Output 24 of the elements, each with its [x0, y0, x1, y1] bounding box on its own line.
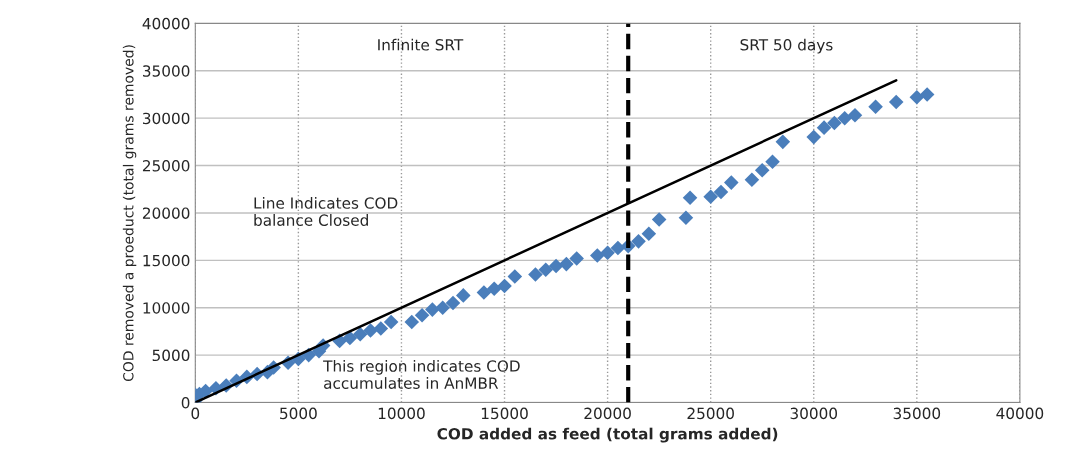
x-tick-label: 10000 [378, 407, 425, 420]
x-tick-label: 40000 [996, 407, 1044, 420]
x-tick-label: 5000 [280, 407, 317, 420]
annotation: Infinite SRT [378, 38, 464, 51]
y-tick-label: 10000 [143, 302, 190, 314]
y-tick-label: 20000 [142, 207, 190, 219]
y-tick-label: 30000 [143, 112, 190, 125]
annotation: Line Indicates COD balance Closed [254, 196, 398, 226]
x-tick-label: 15000 [481, 407, 528, 420]
x-tick-label: 35000 [893, 407, 941, 420]
x-axis-title: COD added as feed (total grams added) [437, 427, 778, 443]
x-tick-label: 20000 [584, 407, 631, 420]
y-tick-label: 25000 [142, 160, 190, 172]
y-tick-label: 40000 [142, 17, 190, 30]
y-axis-title: COD removed a proeduct (total grams removed) [122, 45, 137, 382]
annotation: SRT 50 days [740, 38, 833, 54]
y-tick-label: 5000 [152, 349, 190, 362]
x-tick-label: 0 [191, 407, 200, 420]
annotation: This region indicates COD accumulates in AnMBR [323, 360, 520, 389]
x-tick-label: 25000 [687, 407, 734, 420]
x-tick-label: 30000 [790, 407, 838, 420]
y-tick-label: 35000 [143, 65, 190, 77]
y-tick-label: 0 [181, 396, 190, 409]
y-tick-label: 15000 [143, 254, 190, 267]
